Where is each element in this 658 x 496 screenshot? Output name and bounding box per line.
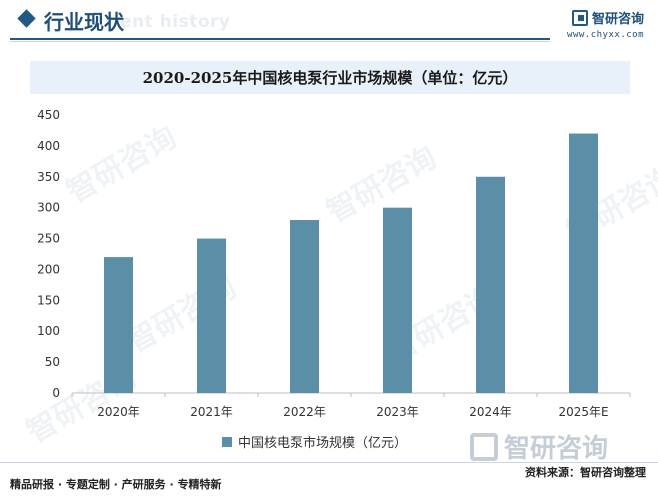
header: ent history 行业现状 智研咨询 www.chyxx.com	[0, 0, 658, 44]
footer-source: 资料来源：智研咨询整理	[525, 466, 646, 479]
y-tick-label: 50	[45, 355, 60, 369]
y-tick-label: 250	[37, 232, 60, 246]
footer-services: 精品研报 · 专题定制 · 产研服务 · 专精特新	[10, 478, 222, 491]
x-tick-label: 2020年	[97, 405, 140, 419]
x-tick-label: 2023年	[376, 405, 419, 419]
bar	[104, 257, 133, 393]
y-tick-label: 400	[37, 139, 60, 153]
x-tick-label: 2024年	[469, 405, 512, 419]
x-tick-label: 2025年E	[558, 405, 608, 419]
brand-logo-icon	[571, 9, 588, 26]
brand: 智研咨询 www.chyxx.com	[567, 8, 644, 40]
header-divider	[10, 38, 550, 40]
brand-url: www.chyxx.com	[567, 30, 644, 40]
watermark-logo-icon	[470, 432, 498, 461]
legend-swatch	[222, 436, 232, 447]
x-tick-label: 2021年	[190, 405, 233, 419]
y-tick-label: 0	[52, 386, 60, 400]
y-tick-label: 300	[37, 201, 60, 215]
footer-divider	[0, 462, 658, 463]
y-tick-label: 450	[37, 108, 60, 122]
bar	[290, 220, 319, 393]
x-tick-label: 2022年	[283, 405, 326, 419]
footer: 精品研报 · 专题定制 · 产研服务 · 专精特新 资料来源：智研咨询整理	[0, 462, 658, 496]
bar	[383, 207, 412, 393]
legend: 中国核电泵市场规模（亿元）	[222, 432, 407, 451]
chart-title: 2020-2025年中国核电泵行业市场规模（单位：亿元）	[142, 69, 518, 87]
section-title: 行业现状	[44, 10, 124, 34]
bar	[197, 238, 226, 393]
section-ghost-text: ent history	[120, 12, 231, 32]
y-tick-label: 350	[37, 170, 60, 184]
y-tick-label: 200	[37, 262, 60, 276]
bar	[476, 176, 505, 393]
watermark-brand-text: 智研咨询	[504, 434, 609, 464]
brand-name: 智研咨询	[591, 12, 644, 27]
y-tick-label: 150	[37, 293, 60, 307]
chart-title-bar: 2020-2025年中国核电泵行业市场规模（单位：亿元）	[30, 61, 630, 94]
watermark-brand: 智研咨询	[470, 428, 608, 465]
header-divider-thin	[10, 41, 550, 42]
bar	[569, 133, 598, 394]
legend-label: 中国核电泵市场规模（亿元）	[238, 436, 408, 451]
y-tick-label: 100	[37, 324, 60, 338]
